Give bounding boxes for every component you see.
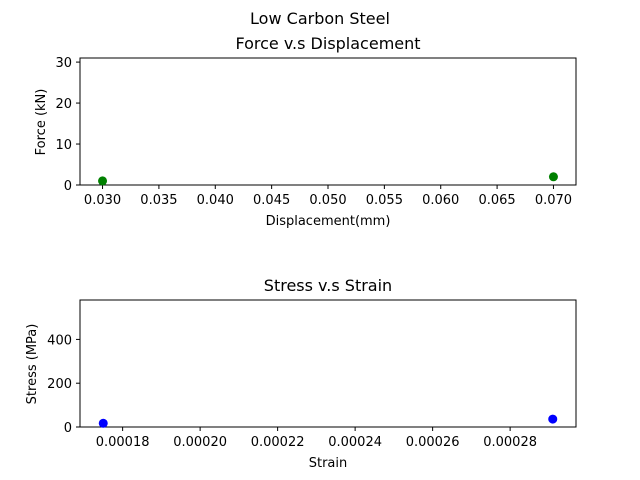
force-displacement-title: Force v.s Displacement xyxy=(235,34,420,53)
stress-strain-plot: Stress v.s Strain Strain Stress (MPa) 0.… xyxy=(25,276,577,471)
x-tick-label: 0.035 xyxy=(140,193,177,208)
x-tick-label: 0.00022 xyxy=(251,435,305,450)
y-tick-label: 30 xyxy=(55,56,72,71)
x-tick-label: 0.030 xyxy=(84,193,121,208)
stress-strain-ticks: 0.00018 0.00020 0.00022 0.00024 0.00026 0.000… xyxy=(47,333,537,450)
force-displacement-axes-frame xyxy=(79,57,577,186)
force-displacement-ticks: 0.030 0.035 0.040 0.045 0.050 0.055 0.060 0.065… xyxy=(55,56,572,208)
y-tick-label: 10 xyxy=(55,138,72,153)
stress-strain-ylabel: Stress (MPa) xyxy=(25,324,40,405)
x-tick-label: 0.00020 xyxy=(173,435,227,450)
data-point xyxy=(98,418,108,428)
force-displacement-points xyxy=(98,172,558,186)
x-tick-label: 0.040 xyxy=(197,193,234,208)
data-point xyxy=(548,172,558,182)
figure-suptitle: Low Carbon Steel xyxy=(250,9,390,28)
y-tick-label: 200 xyxy=(47,377,72,392)
x-tick-label: 0.00026 xyxy=(406,435,460,450)
x-tick-label: 0.050 xyxy=(309,193,346,208)
y-tick-label: 0 xyxy=(64,421,72,436)
y-tick-label: 400 xyxy=(47,333,72,348)
x-tick-label: 0.070 xyxy=(535,193,572,208)
y-tick-label: 0 xyxy=(64,179,72,194)
stress-strain-points xyxy=(98,414,558,428)
x-tick-label: 0.00028 xyxy=(483,435,537,450)
x-tick-label: 0.045 xyxy=(253,193,290,208)
y-tick-label: 20 xyxy=(55,97,72,112)
stress-strain-xlabel: Strain xyxy=(309,456,348,471)
x-tick-label: 0.060 xyxy=(422,193,459,208)
data-point xyxy=(548,414,558,424)
data-point xyxy=(98,176,108,186)
force-displacement-xlabel: Displacement(mm) xyxy=(266,214,391,229)
x-tick-label: 0.00024 xyxy=(328,435,382,450)
x-tick-label: 0.00018 xyxy=(96,435,150,450)
x-tick-label: 0.055 xyxy=(366,193,403,208)
force-displacement-plot: Force v.s Displacement Displacement(mm) … xyxy=(34,34,577,229)
stress-strain-title: Stress v.s Strain xyxy=(264,276,392,295)
stress-strain-axes-frame xyxy=(79,299,577,428)
force-displacement-ylabel: Force (kN) xyxy=(34,89,49,156)
x-tick-label: 0.065 xyxy=(478,193,515,208)
